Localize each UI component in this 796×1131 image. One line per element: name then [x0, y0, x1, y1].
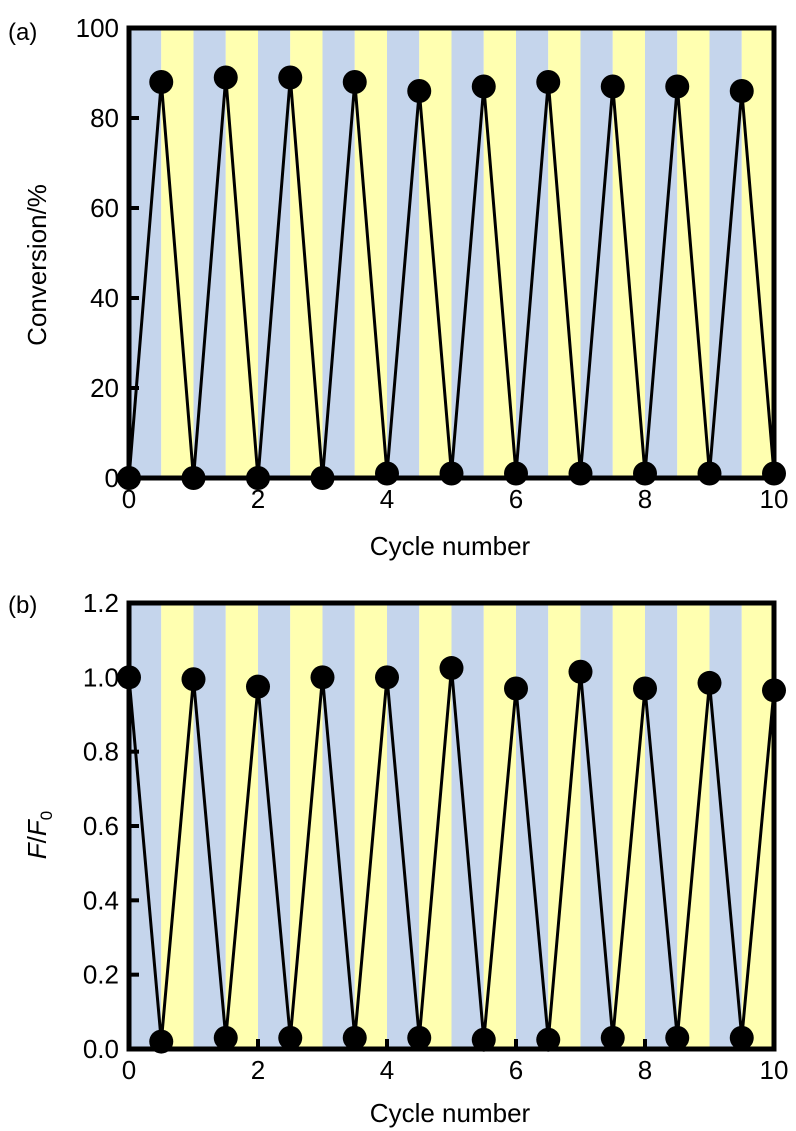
panel-b-data-point [213, 1025, 238, 1050]
panel-a-data-point [729, 79, 754, 103]
panel-a-y-tick-label: 60 [90, 193, 119, 223]
panel-b-data-point [181, 667, 206, 692]
panel-a-y-tick-label: 100 [76, 13, 119, 43]
panel-b-tick-labels: 0 2 4 6 8 10 0.0 0.2 0.4 0.6 0.8 1.0 1.2 [83, 588, 789, 1085]
panel-a-data-point [278, 65, 303, 90]
panel-b-y-axis-label: F/F0 [22, 811, 56, 859]
panel-b-x-tick-label: 10 [760, 1055, 789, 1085]
panel-a-y-axis-label: Conversion/% [22, 184, 52, 346]
panel-a-x-tick-label: 8 [638, 484, 652, 514]
panel-a-data-point [697, 461, 722, 486]
panel-b-data-point [471, 1027, 496, 1052]
panel-b-data-point [149, 1029, 174, 1054]
panel-a-data-point [504, 461, 528, 486]
panel-a-x-axis-label: Cycle number [370, 531, 531, 561]
panel-b-y-tick-label: 0.8 [83, 737, 119, 767]
panel-b-data-point [568, 659, 593, 684]
panel-a-data-point [600, 74, 625, 99]
panel-b-x-tick-label: 8 [638, 1055, 652, 1085]
panel-a-data-point [471, 74, 496, 99]
panel-b-data-point [278, 1025, 303, 1050]
panel-b-data-point [246, 674, 270, 699]
panel-b-data-point [342, 1025, 367, 1050]
panel-a-data-point [568, 461, 593, 486]
panel-b-data-point [375, 665, 399, 690]
panel-b-data-point [504, 676, 528, 701]
panel-a-y-tick-label: 20 [90, 373, 119, 403]
panel-b-x-tick-label: 6 [509, 1055, 523, 1085]
panel-a-data-point [310, 466, 335, 490]
panel-b-x-tick-label: 0 [122, 1055, 136, 1085]
panel-b-y-tick-label: 0.2 [83, 960, 119, 990]
panel-b-label: (b) [8, 592, 37, 619]
panel-b-data-point [665, 1025, 690, 1050]
panel-a-data-point [149, 70, 174, 94]
panel-a-data-point [342, 70, 367, 94]
panel-b-y-tick-label: 1.2 [83, 588, 119, 618]
panel-b-data-point [633, 676, 657, 701]
panel-a-data-point [762, 461, 786, 486]
panel-a-y-tick-label: 40 [90, 283, 119, 313]
panel-a-x-tick-label: 2 [251, 484, 265, 514]
panel-a-data-point [117, 466, 141, 490]
panel-b-y-tick-label: 1.0 [83, 662, 119, 692]
panel-b-ticks [127, 601, 776, 1051]
panel-b-data-point [536, 1027, 561, 1052]
panel-b-y-tick-label: 0.4 [83, 885, 119, 915]
panel-b-fluorescence-chart: 0 2 4 6 8 10 0.0 0.2 0.4 0.6 0.8 1.0 1.2 (b) Cycle n… [8, 588, 788, 1128]
panel-a-y-tick-label: 80 [90, 103, 119, 133]
panel-b-y-tick-label: 0.0 [83, 1034, 119, 1064]
panel-a-background-bands [129, 28, 774, 478]
panel-a-y-tick-label: 0 [105, 463, 119, 493]
panel-a-x-tick-label: 0 [122, 484, 136, 514]
panel-b-data-point [117, 665, 141, 690]
panel-a-x-tick-label: 6 [509, 484, 523, 514]
panel-a-data-point [633, 461, 657, 486]
panel-a-label: (a) [8, 19, 37, 46]
panel-b-x-tick-label: 4 [380, 1055, 394, 1085]
panel-a-data-point [439, 461, 464, 486]
panel-b-data-point [762, 678, 786, 703]
panel-a-series [117, 65, 786, 490]
panel-a-data-point [213, 65, 238, 90]
panel-a-x-tick-label: 4 [380, 484, 394, 514]
panel-a-data-point [536, 70, 561, 94]
panel-b-data-point [697, 670, 722, 695]
panel-b-data-point [310, 665, 335, 690]
panel-a-x-tick-label: 10 [760, 484, 789, 514]
panel-b-x-tick-label: 2 [251, 1055, 265, 1085]
panel-b-data-point [729, 1025, 754, 1050]
panel-a-data-point [181, 466, 206, 490]
panel-b-series [117, 656, 786, 1054]
panel-b-data-point [600, 1025, 625, 1050]
panel-a-data-point [665, 74, 690, 99]
panel-a-data-point [375, 461, 399, 486]
panel-b-data-point [439, 656, 464, 681]
panel-b-x-axis-label: Cycle number [370, 1098, 531, 1128]
panel-a-data-point [246, 466, 270, 490]
panel-a-data-point [407, 79, 432, 103]
panel-b-y-tick-label: 0.6 [83, 811, 119, 841]
panel-b-data-point [407, 1025, 432, 1050]
